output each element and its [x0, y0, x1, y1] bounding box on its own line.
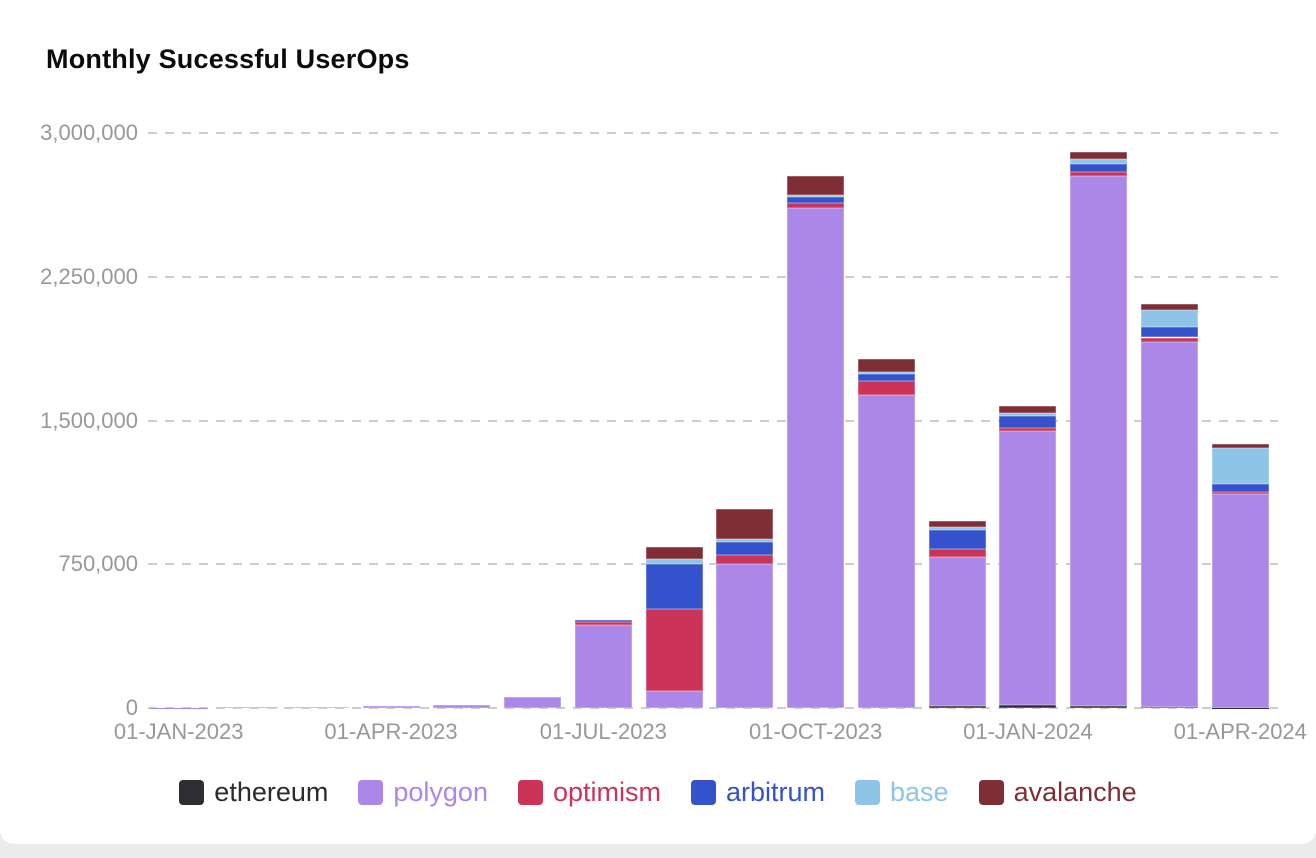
bar-segment-avalanche[interactable]	[1211, 444, 1269, 449]
legend-label: base	[890, 776, 949, 807]
legend-label: arbitrum	[725, 776, 826, 807]
legend-label: avalanche	[1013, 776, 1137, 807]
bar-segment-base[interactable]	[1211, 448, 1269, 484]
bar-segment-base[interactable]	[645, 558, 703, 565]
bar-segment-polygon[interactable]	[504, 697, 562, 708]
bar-segment-avalanche[interactable]	[1140, 304, 1198, 311]
legend-swatch-arbitrum-icon	[690, 779, 716, 805]
legend-swatch-optimism-icon	[517, 779, 543, 805]
x-axis-tick-label: 01-JAN-2023	[113, 719, 244, 744]
bar-segment-optimism[interactable]	[1070, 172, 1128, 176]
bar-segment-polygon[interactable]	[574, 624, 632, 708]
bar-segment-polygon[interactable]	[1070, 175, 1128, 707]
bar-segment-ethereum[interactable]	[1070, 706, 1128, 708]
bar-segment-optimism[interactable]	[574, 621, 632, 625]
legend-label: polygon	[393, 776, 488, 807]
bar-segment-polygon[interactable]	[291, 707, 349, 708]
gridline	[148, 707, 1278, 709]
bar-segment-arbitrum[interactable]	[928, 529, 986, 550]
x-axis-tick-label: 01-OCT-2023	[748, 719, 883, 744]
bar-segment-avalanche[interactable]	[857, 359, 915, 372]
bar-segment-arbitrum[interactable]	[1070, 163, 1128, 173]
gridline	[148, 419, 1278, 422]
bar-segment-polygon[interactable]	[362, 706, 420, 708]
legend-label: ethereum	[214, 776, 329, 807]
legend-item-optimism[interactable]: optimism	[517, 776, 661, 807]
chart-title: Monthly Sucessful UserOps	[46, 44, 410, 74]
bar-segment-base[interactable]	[928, 526, 986, 530]
bar-segment-base[interactable]	[787, 195, 845, 197]
y-axis-tick-label: 750,000	[58, 551, 138, 577]
bar-segment-polygon[interactable]	[433, 704, 491, 708]
bar-segment-optimism[interactable]	[716, 554, 774, 565]
bar-segment-avalanche[interactable]	[787, 176, 845, 196]
bar-segment-ethereum[interactable]	[1140, 707, 1198, 708]
legend-item-polygon[interactable]: polygon	[358, 776, 488, 807]
y-axis-tick-label: 0	[125, 695, 138, 720]
legend-swatch-ethereum-icon	[179, 779, 205, 805]
gridline	[148, 132, 1278, 134]
bar-segment-arbitrum[interactable]	[1140, 326, 1198, 338]
bar-segment-polygon[interactable]	[1211, 493, 1269, 708]
legend-item-ethereum[interactable]: ethereum	[179, 776, 329, 807]
y-axis-tick-label: 1,500,000	[40, 407, 138, 433]
bar-segment-polygon[interactable]	[716, 564, 774, 708]
bar-segment-arbitrum[interactable]	[999, 415, 1057, 428]
bar-segment-optimism[interactable]	[857, 381, 915, 395]
bar-segment-avalanche[interactable]	[645, 547, 703, 559]
bar-segment-polygon[interactable]	[1140, 341, 1198, 708]
legend-swatch-base-icon	[855, 779, 881, 805]
bar-segment-base[interactable]	[1140, 310, 1198, 327]
bar-segment-optimism[interactable]	[1211, 491, 1269, 494]
bar-segment-avalanche[interactable]	[716, 508, 774, 540]
legend: ethereum polygon optimism arbitrum base avala…	[0, 774, 1316, 810]
bar-segment-polygon[interactable]	[857, 394, 915, 708]
x-axis-tick-label: 01-JUL-2023	[539, 719, 667, 744]
bar-segment-arbitrum[interactable]	[787, 196, 845, 203]
bar-segment-base[interactable]	[857, 372, 915, 374]
x-axis-tick-label: 01-JAN-2024	[963, 719, 1093, 744]
bar-segment-base[interactable]	[1070, 158, 1128, 164]
bar-segment-polygon[interactable]	[787, 207, 845, 708]
bar-segment-arbitrum[interactable]	[716, 542, 774, 555]
bar-segment-avalanche[interactable]	[928, 520, 986, 527]
legend-label: optimism	[552, 776, 661, 807]
legend-item-arbitrum[interactable]: arbitrum	[690, 776, 826, 807]
bar-segment-arbitrum[interactable]	[857, 373, 915, 382]
bar-segment-ethereum[interactable]	[928, 706, 986, 708]
bar-segment-polygon[interactable]	[999, 431, 1057, 706]
bar-segment-optimism[interactable]	[999, 427, 1057, 432]
gridline	[148, 275, 1278, 278]
legend-item-base[interactable]: base	[855, 776, 949, 807]
bar-segment-base[interactable]	[999, 413, 1057, 416]
bar-segment-optimism[interactable]	[1140, 337, 1198, 342]
gridline	[148, 563, 1278, 566]
bar-segment-ethereum[interactable]	[999, 705, 1057, 708]
x-axis-tick-label: 01-APR-2023	[324, 719, 458, 744]
legend-swatch-avalanche-icon	[978, 779, 1004, 805]
x-axis-tick-label: 01-APR-2024	[1173, 719, 1307, 744]
bar-segment-arbitrum[interactable]	[1211, 483, 1269, 492]
bar-segment-polygon[interactable]	[220, 707, 278, 708]
legend-swatch-polygon-icon	[358, 779, 384, 805]
bar-segment-polygon[interactable]	[645, 690, 703, 708]
bar-segment-avalanche[interactable]	[999, 405, 1057, 414]
y-axis-tick-label: 2,250,000	[40, 263, 138, 289]
bar-segment-base[interactable]	[716, 539, 774, 543]
bar-segment-optimism[interactable]	[787, 202, 845, 208]
bar-segment-polygon[interactable]	[928, 556, 986, 707]
bar-segment-arbitrum[interactable]	[574, 620, 632, 622]
legend-item-avalanche[interactable]: avalanche	[978, 776, 1137, 807]
bar-segment-avalanche[interactable]	[1070, 151, 1128, 159]
bar-segment-optimism[interactable]	[928, 549, 986, 557]
bar-segment-optimism[interactable]	[645, 609, 703, 691]
y-axis-tick-label: 3,000,000	[40, 120, 138, 145]
bar-segment-arbitrum[interactable]	[645, 564, 703, 610]
